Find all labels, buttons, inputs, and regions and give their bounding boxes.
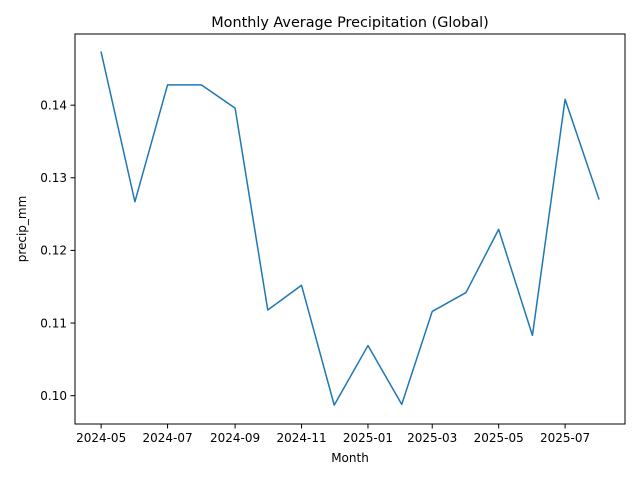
x-tick-label: 2024-09: [210, 431, 260, 445]
series-layer: [100, 51, 600, 406]
x-tick-label: 2025-07: [540, 431, 590, 445]
x-axis: 2024-05 2024-07 2024-09 2024-11 2025-01 2025-…: [76, 424, 590, 445]
y-tick-label: 0.12: [40, 244, 67, 258]
chart-title: Monthly Average Precipitation (Global): [211, 15, 489, 31]
x-tick-label: 2024-07: [143, 431, 193, 445]
x-tick-label: 2025-03: [407, 431, 457, 445]
y-tick-label: 0.13: [40, 171, 67, 185]
x-tick-label: 2025-05: [474, 431, 524, 445]
plot-frame: [74, 33, 626, 425]
x-tick-label: 2025-01: [343, 431, 393, 445]
y-axis: 0.10 0.11 0.12 0.13 0.14: [40, 98, 75, 403]
x-tick-label: 2024-11: [276, 431, 326, 445]
x-axis-label: Month: [331, 451, 369, 465]
y-axis-label: precip_mm: [15, 196, 29, 263]
y-tick-label: 0.10: [40, 389, 67, 403]
y-tick-label: 0.14: [40, 98, 67, 112]
plot-area: [74, 33, 626, 425]
x-tick-label: 2024-05: [76, 431, 126, 445]
series-line-0: [100, 51, 600, 406]
y-tick-label: 0.11: [40, 316, 67, 330]
